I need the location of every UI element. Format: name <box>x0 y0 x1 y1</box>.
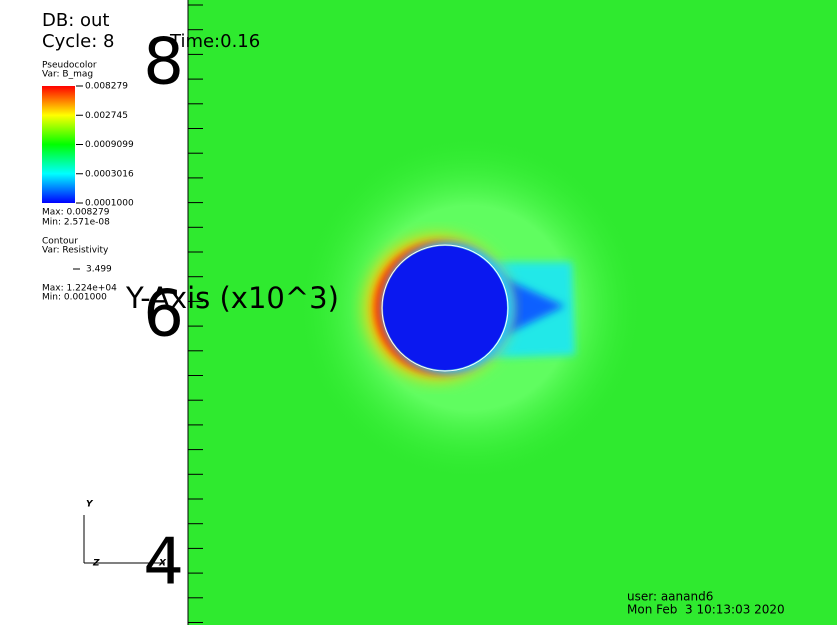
color-bar-label: 0.0009099 <box>85 140 134 150</box>
color-bar-label: 0.008279 <box>85 82 128 92</box>
contour-min: Min: 0.001000 <box>42 293 107 303</box>
user-label: user: aanand6 <box>627 590 713 604</box>
legend-title: Pseudocolor <box>42 61 97 71</box>
color-bar-label: 0.0003016 <box>85 169 134 179</box>
obstacle <box>383 246 507 370</box>
axis-ticks <box>188 4 203 623</box>
contour-level: 3.499 <box>86 265 112 275</box>
database-label: DB: out <box>42 10 109 31</box>
triad-z-label: Z <box>92 559 100 569</box>
color-bar <box>42 86 75 203</box>
legend-min: Min: 2.571e-08 <box>42 218 110 228</box>
y-tick-label: 8 <box>143 26 184 100</box>
triad-y-label: Y <box>86 500 94 510</box>
color-bar-labels: 0.008279 0.002745 0.0009099 0.0003016 0.0001… <box>76 82 134 209</box>
triad-x-label: X <box>158 559 167 569</box>
time-label: Time:0.16 <box>169 31 260 52</box>
legend-variable: Var: B_mag <box>42 70 93 80</box>
color-bar-label: 0.0001000 <box>85 199 134 209</box>
legend-max: Max: 0.008279 <box>42 208 110 218</box>
cycle-label: Cycle: 8 <box>42 31 114 52</box>
y-axis-title: Y-Axis (x10^3) <box>125 281 339 315</box>
contour-max: Max: 1.224e+04 <box>42 284 117 294</box>
y-tick-label: 6 <box>143 278 184 352</box>
contour-title: Contour <box>42 237 78 247</box>
contour-line <box>381 244 509 372</box>
contour-variable: Var: Resistivity <box>42 246 109 256</box>
date-label: Mon Feb 3 10:13:03 2020 <box>627 603 785 617</box>
color-bar-label: 0.002745 <box>85 111 128 121</box>
